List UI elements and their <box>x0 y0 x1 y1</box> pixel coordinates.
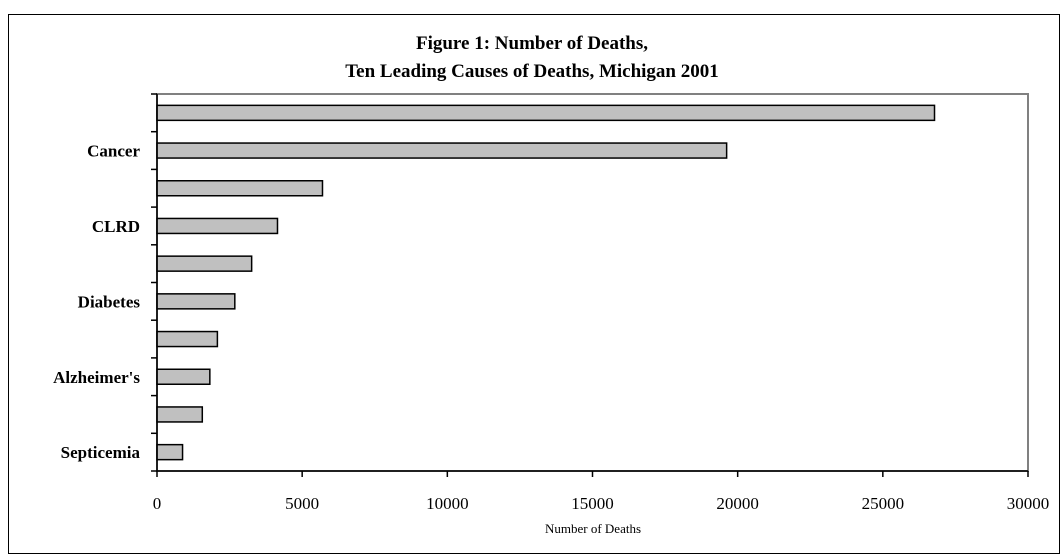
x-tick-label: 10000 <box>426 494 469 513</box>
x-tick-label: 25000 <box>862 494 905 513</box>
category-label: Diabetes <box>78 292 141 311</box>
bar <box>156 255 253 272</box>
bar <box>156 293 236 310</box>
bar <box>156 217 279 235</box>
bar <box>156 368 211 385</box>
chart-title: Figure 1: Number of Deaths, Ten Leading … <box>0 30 1064 86</box>
x-tick-label: 20000 <box>716 494 759 513</box>
category-label: Alzheimer's <box>53 368 140 387</box>
bar <box>156 443 184 461</box>
bar <box>156 330 219 348</box>
bar <box>156 104 936 122</box>
x-tick-label: 15000 <box>571 494 614 513</box>
chart-title-line-2: Ten Leading Causes of Deaths, Michigan 2… <box>345 61 719 82</box>
category-label: Cancer <box>87 142 140 161</box>
x-tick-label: 30000 <box>1007 494 1050 513</box>
x-tick-label: 5000 <box>285 494 319 513</box>
chart-title-line-1: Figure 1: Number of Deaths, <box>415 33 649 54</box>
category-label: Septicemia <box>61 443 141 462</box>
category-label: CLRD <box>92 217 140 236</box>
bar-chart: Cancer CLRD Diabetes Alzheimer's Septicemia 0… <box>53 93 1050 536</box>
x-tick-label: 0 <box>153 494 162 513</box>
x-axis-title: Number of Deaths <box>545 521 641 536</box>
bar <box>156 406 204 423</box>
bar <box>156 180 324 197</box>
bar <box>156 142 728 159</box>
